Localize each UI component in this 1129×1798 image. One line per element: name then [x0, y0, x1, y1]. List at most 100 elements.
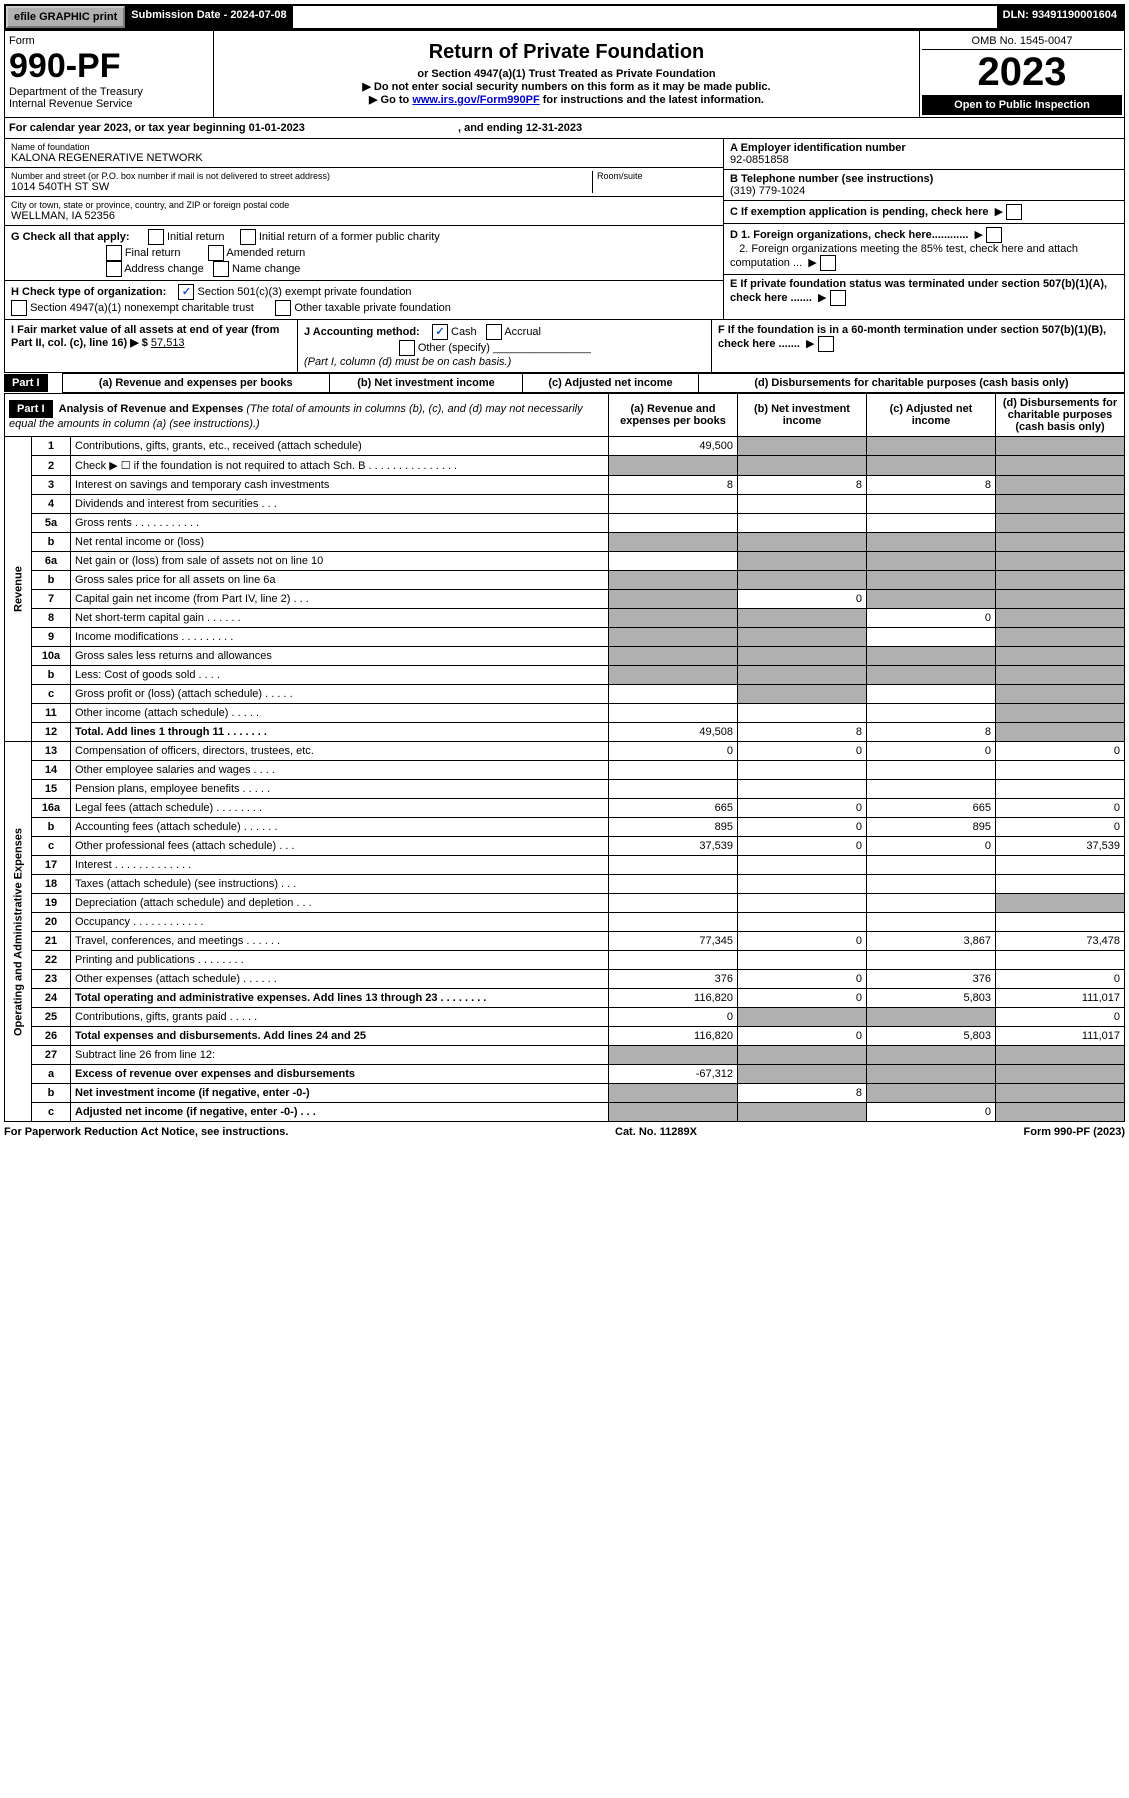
table-cell: 49,508 — [609, 723, 738, 742]
table-cell — [738, 1103, 867, 1122]
checkbox-accrual[interactable] — [486, 324, 502, 340]
table-cell — [996, 476, 1125, 495]
line-number: 11 — [32, 704, 71, 723]
checkbox-amended[interactable] — [208, 245, 224, 261]
table-cell — [996, 723, 1125, 742]
revenue-label: Revenue — [5, 437, 32, 742]
table-cell — [996, 647, 1125, 666]
table-cell: 8 — [738, 476, 867, 495]
table-cell — [867, 571, 996, 590]
line-desc: Subtract line 26 from line 12: — [71, 1046, 609, 1065]
table-cell: 0 — [738, 932, 867, 951]
checkbox-e[interactable] — [830, 290, 846, 306]
page-footer: For Paperwork Reduction Act Notice, see … — [4, 1122, 1125, 1142]
line-desc: Compensation of officers, directors, tru… — [71, 742, 609, 761]
checkbox-cash[interactable] — [432, 324, 448, 340]
table-cell — [996, 704, 1125, 723]
table-cell — [609, 856, 738, 875]
line-desc: Legal fees (attach schedule) . . . . . .… — [71, 799, 609, 818]
table-cell — [609, 514, 738, 533]
checkbox-name-change[interactable] — [213, 261, 229, 277]
col-c-header: (c) Adjusted net income — [523, 374, 699, 393]
line-number: 25 — [32, 1008, 71, 1027]
table-cell: 0 — [996, 970, 1125, 989]
table-cell — [996, 609, 1125, 628]
checkbox-address-change[interactable] — [106, 261, 122, 277]
checkbox-final[interactable] — [106, 245, 122, 261]
cal-year-end: , and ending 12-31-2023 — [458, 122, 582, 134]
line-desc: Interest on savings and temporary cash i… — [71, 476, 609, 495]
line-number: b — [32, 533, 71, 552]
note-instructions: for instructions and the latest informat… — [543, 94, 764, 106]
table-cell — [867, 1008, 996, 1027]
table-cell — [996, 875, 1125, 894]
form-header: Form 990-PF Department of the Treasury I… — [4, 30, 1125, 118]
note-goto: ▶ Go to — [369, 94, 412, 106]
checkbox-c[interactable] — [1006, 204, 1022, 220]
line-number: 2 — [32, 456, 71, 476]
checkbox-initial-former[interactable] — [240, 229, 256, 245]
table-cell — [738, 875, 867, 894]
table-cell — [609, 1084, 738, 1103]
table-cell: 116,820 — [609, 989, 738, 1008]
checkbox-initial[interactable] — [148, 229, 164, 245]
table-cell — [867, 856, 996, 875]
table-cell — [867, 894, 996, 913]
table-cell: 77,345 — [609, 932, 738, 951]
calendar-year-row: For calendar year 2023, or tax year begi… — [4, 118, 1125, 139]
checkbox-other-taxable[interactable] — [275, 300, 291, 316]
table-cell: -67,312 — [609, 1065, 738, 1084]
footer-mid: Cat. No. 11289X — [615, 1126, 697, 1138]
city-label: City or town, state or province, country… — [11, 200, 717, 210]
h-label: H Check type of organization: — [11, 286, 166, 298]
table-cell: 0 — [738, 742, 867, 761]
table-cell — [738, 761, 867, 780]
checkbox-f[interactable] — [818, 336, 834, 352]
table-cell — [996, 456, 1125, 476]
line-desc: Contributions, gifts, grants, etc., rece… — [71, 437, 609, 456]
line-number: a — [32, 1065, 71, 1084]
table-cell: 0 — [738, 818, 867, 837]
checkbox-4947[interactable] — [11, 300, 27, 316]
efile-print-button[interactable]: efile GRAPHIC print — [6, 6, 125, 28]
checkbox-d1[interactable] — [986, 227, 1002, 243]
table-cell — [609, 609, 738, 628]
a-ein-value: 92-0851858 — [730, 154, 789, 166]
line-desc: Gross rents . . . . . . . . . . . — [71, 514, 609, 533]
line-number: 14 — [32, 761, 71, 780]
table-cell — [738, 495, 867, 514]
table-cell: 895 — [867, 818, 996, 837]
line-number: 16a — [32, 799, 71, 818]
line-number: 18 — [32, 875, 71, 894]
checkbox-501c3[interactable] — [178, 284, 194, 300]
line-number: 7 — [32, 590, 71, 609]
table-cell — [738, 437, 867, 456]
table-cell: 0 — [609, 742, 738, 761]
table-cell: 37,539 — [609, 837, 738, 856]
part1-table: Part I (a) Revenue and expenses per book… — [4, 373, 1125, 393]
table-cell — [609, 552, 738, 571]
table-cell — [996, 913, 1125, 932]
line-desc: Other professional fees (attach schedule… — [71, 837, 609, 856]
table-cell — [738, 1008, 867, 1027]
line-desc: Total expenses and disbursements. Add li… — [71, 1027, 609, 1046]
table-cell — [609, 913, 738, 932]
table-cell — [738, 647, 867, 666]
table-cell — [738, 894, 867, 913]
irs-link[interactable]: www.irs.gov/Form990PF — [412, 94, 539, 106]
table-cell: 73,478 — [996, 932, 1125, 951]
line-number: 17 — [32, 856, 71, 875]
line-number: 22 — [32, 951, 71, 970]
line-desc: Pension plans, employee benefits . . . .… — [71, 780, 609, 799]
checkbox-other-method[interactable] — [399, 340, 415, 356]
table-cell — [609, 590, 738, 609]
table-cell: 0 — [867, 609, 996, 628]
line-number: 15 — [32, 780, 71, 799]
line-number: b — [32, 818, 71, 837]
table-cell — [996, 1065, 1125, 1084]
line-desc: Net short-term capital gain . . . . . . — [71, 609, 609, 628]
table-cell — [738, 571, 867, 590]
irs: Internal Revenue Service — [9, 98, 133, 110]
checkbox-d2[interactable] — [820, 255, 836, 271]
table-cell — [609, 647, 738, 666]
